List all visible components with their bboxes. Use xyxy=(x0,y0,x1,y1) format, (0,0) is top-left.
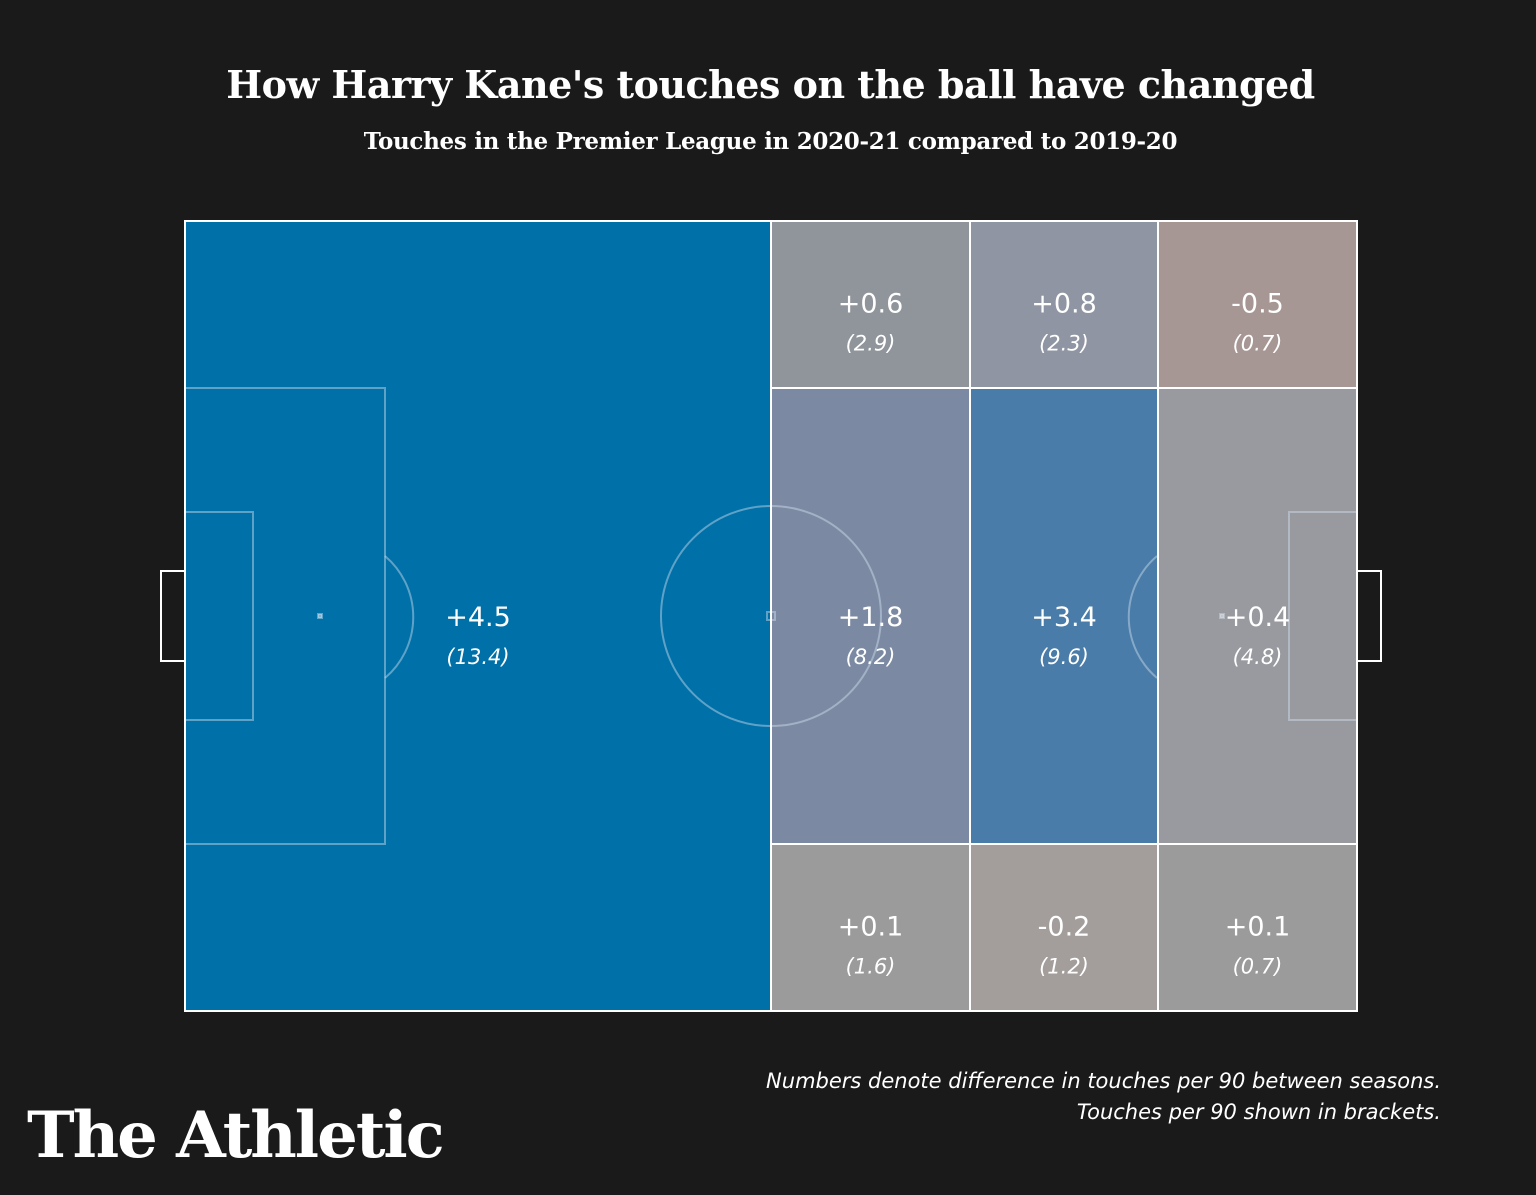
zone-value-label: +0.6 xyxy=(838,289,904,320)
zone-value-label: +0.8 xyxy=(1031,289,1097,320)
the-athletic-logo: The Athletic xyxy=(27,1098,445,1173)
zone-left-middle-third-center xyxy=(771,388,970,844)
zone-value-label: +0.4 xyxy=(1225,602,1291,633)
zone-per90-label: (9.6) xyxy=(1039,645,1089,669)
chart-subtitle: Touches in the Premier League in 2020-21… xyxy=(363,128,1178,155)
right-penalty-spot xyxy=(1219,613,1225,619)
zone-box-edge-top xyxy=(1158,221,1357,388)
zone-value-label: -0.2 xyxy=(1038,912,1091,943)
chart-title: How Harry Kane's touches on the ball hav… xyxy=(226,62,1315,107)
zone-per90-label: (2.9) xyxy=(846,332,896,356)
zone-box-edge-bottom xyxy=(1158,844,1357,1011)
zone-grid xyxy=(160,220,1382,1012)
left-penalty-arc xyxy=(384,555,415,679)
zone-labels: +4.5 (13.4) +0.6 (2.9) +0.8 (2.3) -0.5 (0.7) +1.… xyxy=(445,289,1290,979)
zone-per90-label: (0.7) xyxy=(1233,955,1283,979)
left-goal xyxy=(160,570,186,662)
zone-final-third-inner-top xyxy=(970,221,1158,388)
footnote-line-2: Touches per 90 shown in brackets. xyxy=(1076,1100,1441,1124)
footnote: Numbers denote difference in touches per… xyxy=(641,1066,1441,1128)
zone-own-half xyxy=(185,221,771,1011)
left-penalty-spot xyxy=(317,613,323,619)
zones-layer xyxy=(185,221,1357,1011)
zone-value-label: +0.1 xyxy=(1225,912,1291,943)
right-penalty-arc xyxy=(1127,555,1158,679)
zone-per90-label: (2.3) xyxy=(1039,332,1089,356)
zone-final-third-inner-bottom xyxy=(970,844,1158,1011)
zone-per90-label: (4.8) xyxy=(1233,645,1283,669)
zone-left-middle-third-top xyxy=(771,221,970,388)
zone-final-third-inner-center xyxy=(970,388,1158,844)
zone-per90-label: (8.2) xyxy=(846,645,896,669)
zone-per90-label: (1.6) xyxy=(846,955,896,979)
zone-value-label: +0.1 xyxy=(838,912,904,943)
zone-value-label: +1.8 xyxy=(838,602,904,633)
zone-value-label: -0.5 xyxy=(1231,289,1284,320)
right-goal xyxy=(1356,570,1382,662)
zone-box-center xyxy=(1158,388,1357,844)
zone-per90-label: (1.2) xyxy=(1039,955,1089,979)
zone-value-label: +4.5 xyxy=(445,602,511,633)
footnote-line-1: Numbers denote difference in touches per… xyxy=(766,1069,1441,1093)
zone-per90-label: (13.4) xyxy=(446,645,509,669)
zone-value-label: +3.4 xyxy=(1031,602,1097,633)
zone-per90-label: (0.7) xyxy=(1233,332,1283,356)
zone-left-middle-third-bottom xyxy=(771,844,970,1011)
